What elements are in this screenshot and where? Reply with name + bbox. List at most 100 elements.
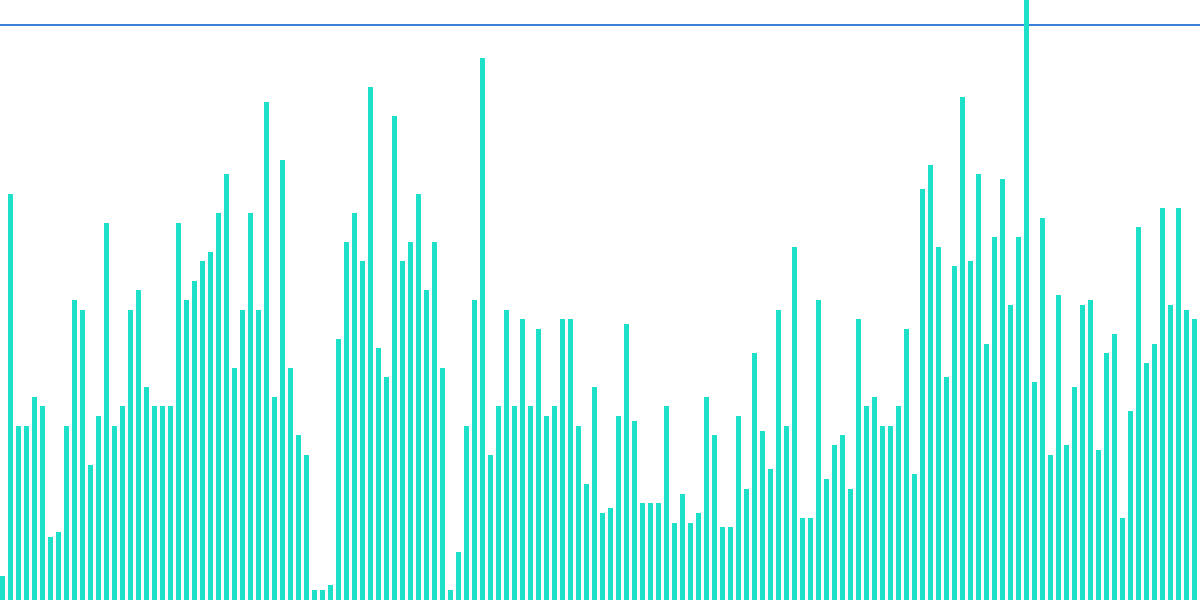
bar (208, 252, 213, 600)
bar (608, 508, 613, 600)
bar (1000, 179, 1005, 600)
bar (296, 435, 301, 600)
bar (104, 223, 109, 600)
bar (1112, 334, 1117, 600)
bar (1056, 295, 1061, 600)
bar (96, 416, 101, 600)
bar (920, 189, 925, 600)
bar (32, 397, 37, 600)
bar (128, 310, 133, 600)
bar (1168, 305, 1173, 600)
bar (192, 281, 197, 600)
bar (712, 435, 717, 600)
bar (760, 431, 765, 600)
bar (168, 406, 173, 600)
bar (1064, 445, 1069, 600)
bar (176, 223, 181, 600)
bar (440, 368, 445, 600)
bar (896, 406, 901, 600)
bar (824, 479, 829, 600)
bar (152, 406, 157, 600)
bar (664, 406, 669, 600)
bar (536, 329, 541, 600)
bar (392, 116, 397, 600)
bar (1176, 208, 1181, 600)
bar (160, 406, 165, 600)
bar (224, 174, 229, 600)
bar (368, 87, 373, 600)
bar (456, 552, 461, 600)
bar (0, 576, 5, 600)
bar (512, 406, 517, 600)
bar (880, 426, 885, 600)
bar (768, 469, 773, 600)
bar (504, 310, 509, 600)
bar (288, 368, 293, 600)
bar (496, 406, 501, 600)
bar (544, 416, 549, 600)
bar (40, 406, 45, 600)
bar (1088, 300, 1093, 600)
bar (784, 426, 789, 600)
bar (336, 339, 341, 600)
bar (928, 165, 933, 600)
bar (640, 503, 645, 600)
bar (432, 242, 437, 600)
bar (560, 319, 565, 600)
bar (864, 406, 869, 600)
bar (584, 484, 589, 600)
bar (424, 290, 429, 600)
bar (464, 426, 469, 600)
bar (312, 590, 317, 600)
bar (112, 426, 117, 600)
bar (984, 344, 989, 600)
bar (792, 247, 797, 600)
bar (408, 242, 413, 600)
bar (1040, 218, 1045, 600)
bar (704, 397, 709, 600)
bar (632, 421, 637, 600)
bar-chart (0, 0, 1200, 600)
bar (384, 377, 389, 600)
bar (184, 300, 189, 600)
bar (528, 406, 533, 600)
bar (960, 97, 965, 600)
bar (248, 213, 253, 600)
bar (416, 194, 421, 600)
bar (672, 523, 677, 600)
bar (272, 397, 277, 600)
bar (240, 310, 245, 600)
bar (480, 58, 485, 600)
bar (816, 300, 821, 600)
bar (80, 310, 85, 600)
bar (952, 266, 957, 600)
bar (616, 416, 621, 600)
bars-group (0, 0, 1200, 600)
bar (800, 518, 805, 600)
bar (304, 455, 309, 600)
bar (24, 426, 29, 600)
bar (568, 319, 573, 600)
bar (264, 102, 269, 600)
bar (120, 406, 125, 600)
bar (320, 590, 325, 600)
bar (352, 213, 357, 600)
bar (832, 445, 837, 600)
bar (376, 348, 381, 600)
bar (232, 368, 237, 600)
bar (472, 300, 477, 600)
bar (1016, 237, 1021, 600)
bar (976, 174, 981, 600)
bar (88, 465, 93, 600)
bar (728, 527, 733, 600)
bar (1032, 382, 1037, 600)
bar (56, 532, 61, 600)
bar (200, 261, 205, 600)
bar (1152, 344, 1157, 600)
bar (840, 435, 845, 600)
bar (752, 353, 757, 600)
bar (16, 426, 21, 600)
bar (8, 194, 13, 600)
bar (448, 590, 453, 600)
bar (944, 377, 949, 600)
